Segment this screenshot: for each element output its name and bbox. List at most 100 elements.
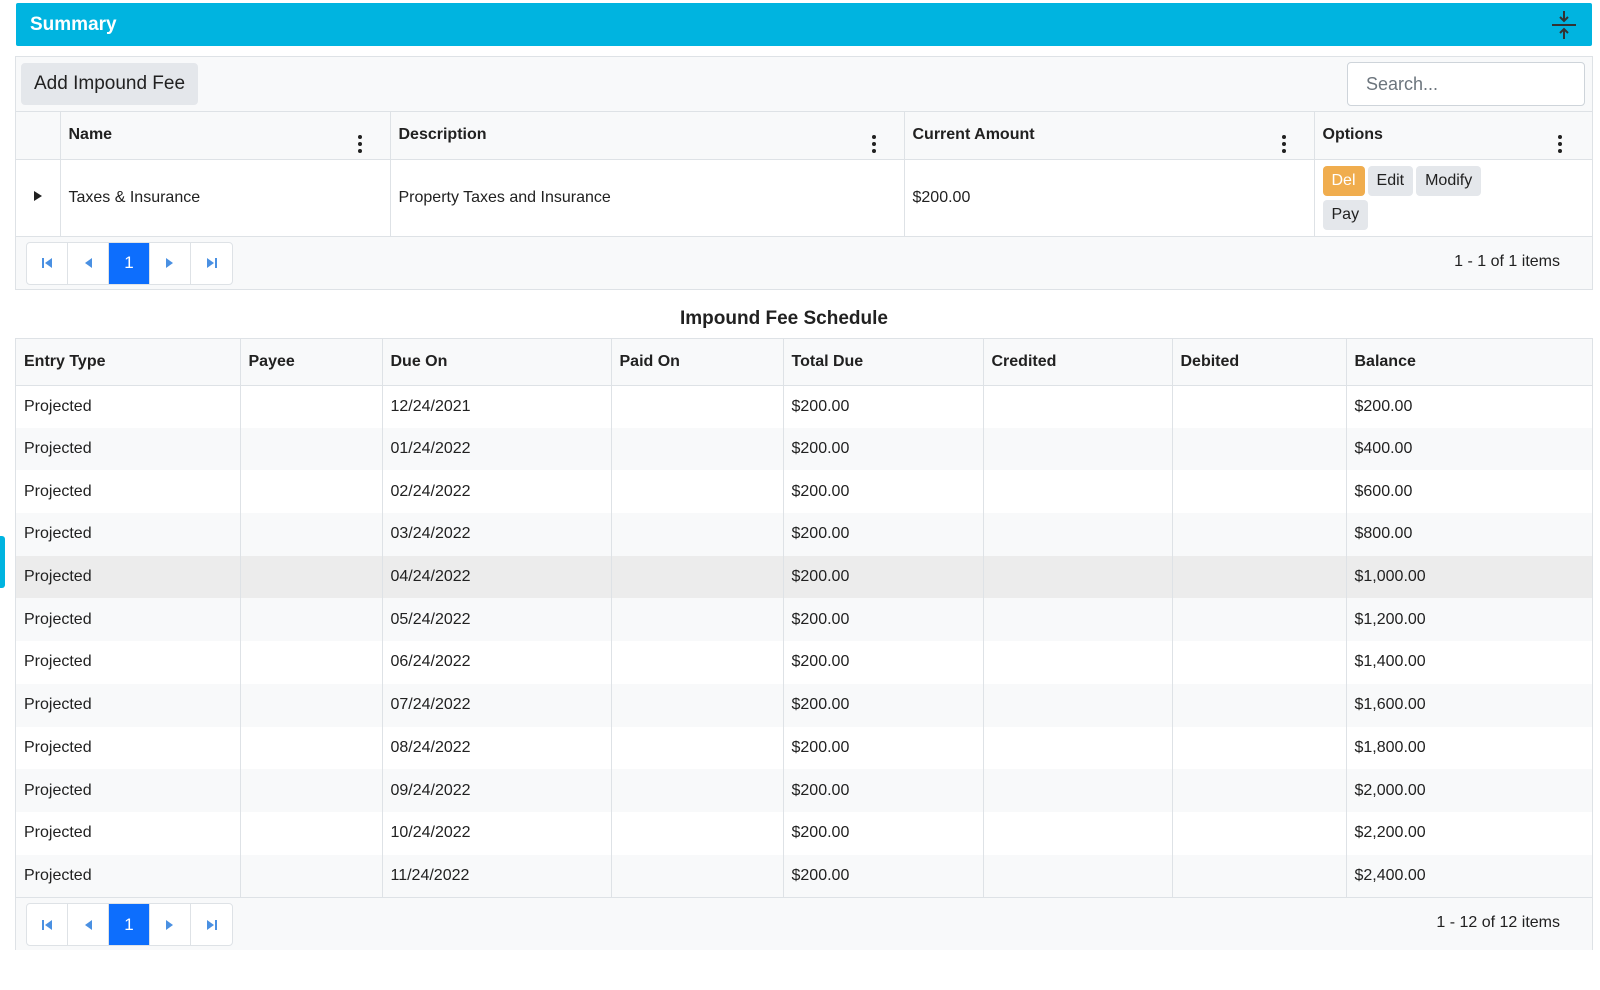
column-header-description[interactable]: Description xyxy=(390,112,905,160)
modify-button[interactable]: Modify xyxy=(1416,165,1482,196)
column-header-paid-on[interactable]: Paid On xyxy=(611,339,784,386)
column-header-name[interactable]: Name xyxy=(60,112,391,160)
kebab-menu-icon[interactable] xyxy=(1558,135,1562,158)
column-header-entry-type[interactable]: Entry Type xyxy=(16,339,241,386)
collapse-icon[interactable] xyxy=(1550,9,1578,41)
table-row[interactable]: Projected 08/24/2022 $200.00 $1,800.00 xyxy=(16,726,1592,770)
cell-credited xyxy=(983,385,1173,428)
cell-debited xyxy=(1172,385,1347,428)
pay-button[interactable]: Pay xyxy=(1322,199,1369,230)
fee-options: Del Edit Modify Pay xyxy=(1314,159,1592,237)
kebab-menu-icon[interactable] xyxy=(1281,135,1286,158)
cell-balance: $2,400.00 xyxy=(1346,854,1592,898)
first-page-icon[interactable] xyxy=(27,904,68,946)
kebab-menu-icon[interactable] xyxy=(871,135,876,158)
cell-balance: $1,200.00 xyxy=(1346,598,1592,642)
column-header-current-amount[interactable]: Current Amount xyxy=(904,112,1315,160)
cell-total-due: $200.00 xyxy=(783,470,984,514)
table-row[interactable]: Projected 10/24/2022 $200.00 $2,200.00 xyxy=(16,811,1592,855)
side-panel-tab[interactable] xyxy=(0,536,5,588)
kebab-menu-icon[interactable] xyxy=(357,135,362,158)
cell-total-due: $200.00 xyxy=(783,598,984,642)
last-page-icon[interactable] xyxy=(191,904,232,945)
cell-payee xyxy=(240,641,383,684)
table-row[interactable]: Projected 11/24/2022 $200.00 $2,400.00 xyxy=(16,854,1592,898)
expand-row-icon[interactable] xyxy=(33,189,43,206)
cell-paid-on xyxy=(611,641,784,684)
cell-total-due: $200.00 xyxy=(783,427,984,471)
table-row[interactable]: Projected 04/24/2022 $200.00 $1,000.00 xyxy=(16,555,1592,599)
edit-button[interactable]: Edit xyxy=(1367,165,1414,196)
table-row[interactable]: Projected 02/24/2022 $200.00 $600.00 xyxy=(16,470,1592,514)
cell-entry-type: Projected xyxy=(16,598,241,642)
cell-balance: $1,400.00 xyxy=(1346,641,1592,684)
summary-title: Summary xyxy=(30,13,117,35)
table-row[interactable]: Projected 12/24/2021 $200.00 $200.00 xyxy=(16,385,1592,428)
del-button[interactable]: Del xyxy=(1322,165,1365,196)
page-number-button[interactable]: 1 xyxy=(109,904,150,946)
cell-debited xyxy=(1172,555,1347,599)
column-header-debited[interactable]: Debited xyxy=(1172,339,1347,386)
table-row[interactable]: Projected 01/24/2022 $200.00 $400.00 xyxy=(16,427,1592,471)
cell-total-due: $200.00 xyxy=(783,726,984,770)
cell-due-on: 03/24/2022 xyxy=(382,513,612,556)
table-row[interactable]: Projected 06/24/2022 $200.00 $1,400.00 xyxy=(16,641,1592,684)
column-header-balance[interactable]: Balance xyxy=(1346,339,1592,386)
impound-fees-table: Name Description Current Amount Options … xyxy=(16,112,1592,237)
cell-total-due: $200.00 xyxy=(783,385,984,428)
column-header-total-due[interactable]: Total Due xyxy=(783,339,984,386)
pager-bar: 1 1 - 12 of 12 items xyxy=(16,897,1592,951)
search-input[interactable] xyxy=(1364,72,1600,96)
cell-credited xyxy=(983,769,1173,812)
next-page-icon[interactable] xyxy=(150,904,191,946)
cell-entry-type: Projected xyxy=(16,513,241,556)
cell-credited xyxy=(983,683,1173,727)
cell-balance: $800.00 xyxy=(1346,513,1592,556)
cell-payee xyxy=(240,683,383,727)
cell-payee xyxy=(240,598,383,642)
cell-debited xyxy=(1172,683,1347,727)
pager-info: 1 - 12 of 12 items xyxy=(1436,914,1560,932)
cell-debited xyxy=(1172,470,1347,514)
next-page-icon[interactable] xyxy=(150,242,191,284)
cell-paid-on xyxy=(611,811,784,855)
cell-debited xyxy=(1172,641,1347,684)
cell-due-on: 01/24/2022 xyxy=(382,427,612,471)
last-page-icon[interactable] xyxy=(191,243,232,284)
cell-due-on: 02/24/2022 xyxy=(382,470,612,514)
prev-page-icon[interactable] xyxy=(68,242,109,284)
table-row[interactable]: Projected 09/24/2022 $200.00 $2,000.00 xyxy=(16,769,1592,812)
page-number-button[interactable]: 1 xyxy=(109,242,150,284)
cell-total-due: $200.00 xyxy=(783,854,984,898)
column-header-credited[interactable]: Credited xyxy=(983,339,1173,386)
cell-balance: $400.00 xyxy=(1346,427,1592,471)
first-page-icon[interactable] xyxy=(27,242,68,284)
cell-due-on: 07/24/2022 xyxy=(382,683,612,727)
column-header-options[interactable]: Options xyxy=(1314,112,1592,160)
cell-due-on: 12/24/2021 xyxy=(382,385,612,428)
cell-paid-on xyxy=(611,726,784,770)
cell-paid-on xyxy=(611,683,784,727)
cell-balance: $1,600.00 xyxy=(1346,683,1592,727)
column-header-expand xyxy=(16,112,61,160)
schedule-title: Impound Fee Schedule xyxy=(680,308,888,329)
prev-page-icon[interactable] xyxy=(68,904,109,946)
fee-description: Property Taxes and Insurance xyxy=(390,159,905,237)
cell-balance: $600.00 xyxy=(1346,470,1592,514)
summary-header: Summary xyxy=(16,3,1592,46)
cell-entry-type: Projected xyxy=(16,427,241,471)
cell-entry-type: Projected xyxy=(16,470,241,514)
column-header-due-on[interactable]: Due On xyxy=(382,339,612,386)
column-header-payee[interactable]: Payee xyxy=(240,339,383,386)
table-row[interactable]: Projected 03/24/2022 $200.00 $800.00 xyxy=(16,513,1592,556)
cell-credited xyxy=(983,854,1173,898)
cell-due-on: 09/24/2022 xyxy=(382,769,612,812)
table-row[interactable]: Projected 07/24/2022 $200.00 $1,600.00 xyxy=(16,683,1592,727)
add-impound-fee-button[interactable]: Add Impound Fee xyxy=(21,63,199,105)
pager: 1 xyxy=(26,903,233,947)
cell-balance: $200.00 xyxy=(1346,385,1592,428)
table-row[interactable]: Projected 05/24/2022 $200.00 $1,200.00 xyxy=(16,598,1592,642)
table-header-row: Name Description Current Amount Options xyxy=(16,112,1592,160)
cell-entry-type: Projected xyxy=(16,555,241,599)
cell-total-due: $200.00 xyxy=(783,683,984,727)
